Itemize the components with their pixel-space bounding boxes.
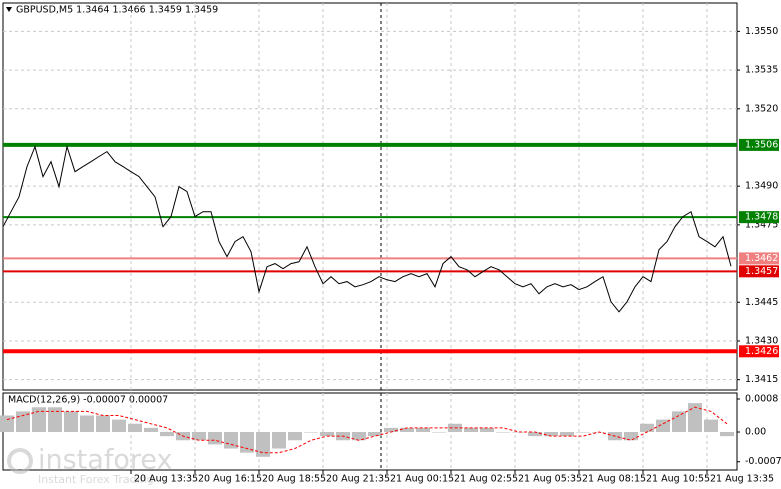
x-tick-label: 21 Aug 00:15 <box>390 474 454 485</box>
chart-title: GBPUSD,M5 1.3464 1.3466 1.3459 1.3459 <box>16 5 218 16</box>
macd-bar <box>160 432 174 437</box>
x-tick-label: 20 Aug 16:15 <box>198 474 262 485</box>
macd-bar <box>0 415 14 433</box>
macd-bar <box>672 411 686 433</box>
macd-bar <box>304 432 318 433</box>
level-label: 1.3426 <box>745 346 778 357</box>
macd-bar <box>624 432 638 441</box>
macd-bar <box>352 432 366 441</box>
signal-line <box>6 406 728 454</box>
macd-bar <box>480 427 494 433</box>
level-label-bg <box>739 265 779 278</box>
macd-bar <box>400 427 414 433</box>
macd-bar <box>256 432 270 457</box>
y-tick-label: 1.3550 <box>745 26 778 37</box>
x-tick-label: 21 Aug 10:55 <box>646 474 710 485</box>
y-tick-label: 0.00 <box>745 427 766 438</box>
macd-bar <box>208 432 222 445</box>
macd-bar <box>496 432 510 433</box>
macd-bar <box>288 432 302 441</box>
x-tick-label: 21 Aug 02:55 <box>454 474 518 485</box>
macd-bar <box>192 432 206 441</box>
level-label: 1.3457 <box>745 266 778 277</box>
macd-bar <box>720 432 734 437</box>
level-label: 1.3506 <box>745 139 778 150</box>
price-line <box>2 144 732 313</box>
level-label: 1.3462 <box>745 253 778 264</box>
y-tick-label: 1.3535 <box>745 65 778 76</box>
watermark: instaforex Instant Forex Trading <box>7 445 172 486</box>
y-tick-label: 1.3520 <box>745 103 778 114</box>
watermark-brand: instaforex <box>38 445 172 476</box>
macd-bar <box>416 427 430 433</box>
y-tick-label: 0.0008 <box>745 393 778 404</box>
macd-bar <box>432 432 446 433</box>
macd-bar <box>512 432 526 433</box>
y-tick-label: 1.3430 <box>745 335 778 346</box>
macd-bar <box>112 419 126 433</box>
y-tick-label: 1.3415 <box>745 374 778 385</box>
y-tick-label: 1.3490 <box>745 181 778 192</box>
y-tick-label: 1.3445 <box>745 297 778 308</box>
price-pane <box>2 2 738 391</box>
macd-bar <box>560 432 574 437</box>
menu-arrow <box>6 7 12 12</box>
level-label-bg <box>739 138 779 151</box>
macd-bar <box>144 427 158 433</box>
y-tick-label: 1.3475 <box>745 219 778 230</box>
y-tick-label: -0.00072 <box>745 456 781 467</box>
macd-bar <box>528 432 542 437</box>
macd-bar <box>368 432 382 437</box>
level-label-bg <box>739 345 779 358</box>
macd-bar <box>32 407 46 433</box>
macd-bar <box>384 427 398 433</box>
macd-bar <box>640 423 654 433</box>
x-tick-label: 20 Aug 13:35 <box>134 474 198 485</box>
x-tick-label: 21 Aug 05:35 <box>518 474 582 485</box>
macd-bar <box>224 432 238 449</box>
watermark-logo <box>7 448 33 474</box>
macd-bar <box>48 407 62 433</box>
macd-bar <box>80 415 94 433</box>
macd-bar <box>576 432 590 433</box>
macd-bar <box>128 423 142 433</box>
macd-bar <box>272 432 286 449</box>
macd-bar <box>656 419 670 433</box>
x-tick-label: 20 Aug 21:35 <box>326 474 390 485</box>
macd-bar <box>64 411 78 433</box>
watermark-tagline: Instant Forex Trading <box>38 473 154 486</box>
level-label: 1.3478 <box>745 212 778 223</box>
macd-bar <box>704 419 718 433</box>
x-tick-label: 21 Aug 08:15 <box>582 474 646 485</box>
macd-title: MACD(12,26,9) -0.00007 0.00007 <box>8 395 168 406</box>
level-label-bg <box>739 252 779 265</box>
level-label-bg <box>739 211 779 224</box>
macd-bar <box>544 432 558 437</box>
macd-bar <box>240 432 254 453</box>
macd-bar <box>688 403 702 433</box>
macd-bar <box>320 432 334 437</box>
macd-bar <box>464 427 478 433</box>
macd-bar <box>96 415 110 433</box>
x-tick-label: 21 Aug 13:35 <box>710 474 774 485</box>
x-tick-label: 20 Aug 18:55 <box>262 474 326 485</box>
